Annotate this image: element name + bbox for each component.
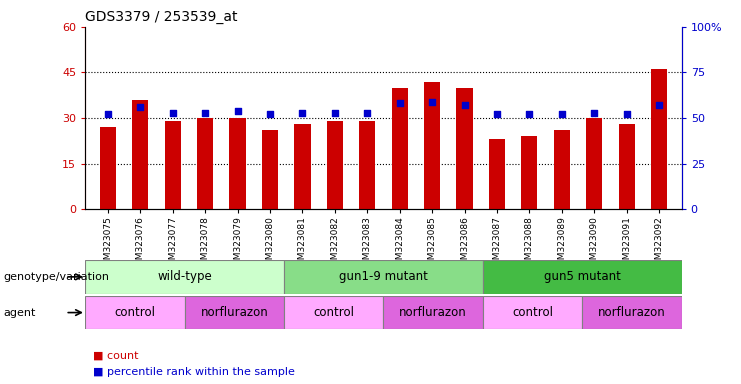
Bar — [384, 296, 483, 329]
Point — [588, 109, 600, 116]
Point — [134, 104, 146, 110]
Bar — [132, 100, 148, 209]
Text: norflurazon: norflurazon — [399, 306, 467, 319]
Bar — [582, 296, 682, 329]
Point — [296, 109, 308, 116]
Bar — [554, 130, 570, 209]
Bar — [619, 124, 635, 209]
Point — [491, 111, 503, 118]
Text: wild-type: wild-type — [157, 270, 212, 283]
Bar — [284, 260, 483, 294]
Text: control: control — [313, 306, 354, 319]
Bar — [359, 121, 376, 209]
Bar — [197, 118, 213, 209]
Bar — [489, 139, 505, 209]
Bar — [327, 121, 343, 209]
Point — [459, 102, 471, 108]
Bar — [391, 88, 408, 209]
Bar — [424, 82, 440, 209]
Point — [264, 111, 276, 118]
Bar — [483, 260, 682, 294]
Bar — [100, 127, 116, 209]
Bar — [230, 118, 246, 209]
Bar — [262, 130, 278, 209]
Text: GDS3379 / 253539_at: GDS3379 / 253539_at — [85, 10, 238, 25]
Bar — [586, 118, 602, 209]
Bar — [651, 70, 667, 209]
Bar — [85, 296, 185, 329]
Text: norflurazon: norflurazon — [201, 306, 268, 319]
Text: ■ percentile rank within the sample: ■ percentile rank within the sample — [93, 367, 294, 377]
Point — [232, 108, 244, 114]
Bar — [185, 296, 284, 329]
Text: gun5 mutant: gun5 mutant — [544, 270, 621, 283]
Bar — [456, 88, 473, 209]
Point — [167, 109, 179, 116]
Point — [653, 102, 665, 108]
Text: norflurazon: norflurazon — [598, 306, 666, 319]
Point — [621, 111, 633, 118]
Text: genotype/variation: genotype/variation — [4, 272, 110, 282]
Bar — [294, 124, 310, 209]
Text: control: control — [512, 306, 553, 319]
Text: control: control — [114, 306, 156, 319]
Point — [426, 99, 438, 105]
Point — [102, 111, 114, 118]
Bar — [85, 260, 284, 294]
Text: agent: agent — [4, 308, 36, 318]
Point — [556, 111, 568, 118]
Point — [199, 109, 211, 116]
Text: ■ count: ■ count — [93, 350, 138, 360]
Point — [393, 101, 405, 107]
Point — [329, 109, 341, 116]
Bar — [165, 121, 181, 209]
Bar — [521, 136, 537, 209]
Point — [523, 111, 535, 118]
Bar — [284, 296, 384, 329]
Point — [362, 109, 373, 116]
Bar — [483, 296, 582, 329]
Text: gun1-9 mutant: gun1-9 mutant — [339, 270, 428, 283]
